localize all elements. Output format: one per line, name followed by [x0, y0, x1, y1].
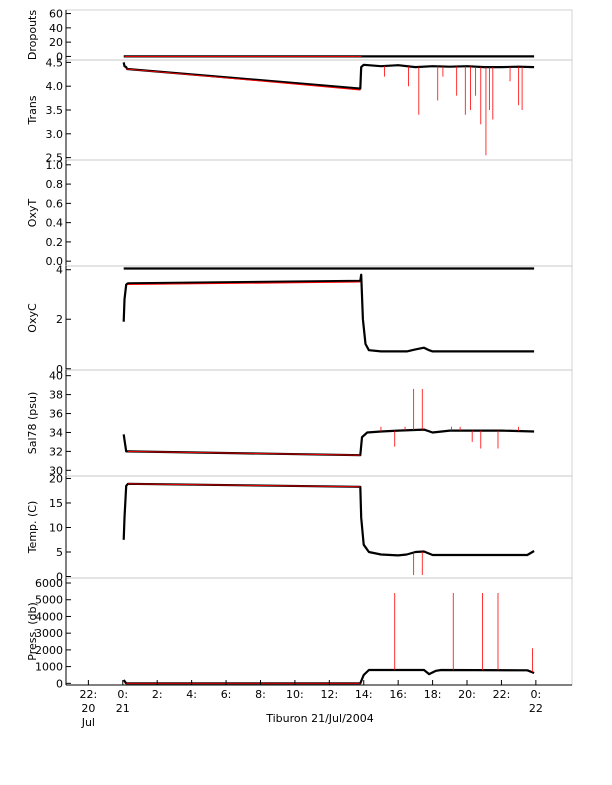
y-tick-label: 3000 [35, 627, 63, 640]
y-tick-label: 0 [56, 50, 63, 63]
y-axis-label: Trans [26, 95, 39, 125]
y-tick-label: 0.4 [46, 217, 64, 230]
x-tick-label: 12: [320, 688, 338, 701]
x-tick-label: 0: [530, 688, 541, 701]
panel-frame [65, 159, 573, 267]
y-tick-label: 15 [49, 497, 63, 510]
y-tick-label: 0.8 [46, 178, 64, 191]
x-tick-label: 4: [186, 688, 197, 701]
y-tick-label: 4.5 [46, 56, 64, 69]
panel-temp-c-: 20 15 10 5 0 Temp. (C) [26, 472, 573, 584]
x-tick-label: 14: [355, 688, 373, 701]
interpolated-line [126, 68, 361, 91]
y-tick-label: 30 [49, 464, 63, 477]
x-tick-label: 10: [286, 688, 304, 701]
interpolated-line [127, 281, 361, 286]
y-tick-label: 1.0 [46, 159, 64, 172]
panel-sal78-psu-: 40 38 36 34 32 30 Sal78 (psu) [26, 369, 573, 477]
y-axis-label: OxyC [26, 303, 39, 333]
y-axis-label: OxyT [26, 199, 39, 228]
y-tick-label: 0 [56, 363, 63, 376]
y-tick-label: 10 [49, 521, 63, 534]
chart-panels: 6040200Dropouts4.54.03.53.02.5Trans1.00.… [26, 8, 573, 690]
interpolated-line [127, 483, 361, 488]
panel-frame [65, 475, 573, 579]
interpolated-line [127, 450, 361, 456]
x-tick-label: 8: [255, 688, 266, 701]
x-tick-label: 6: [221, 688, 232, 701]
y-tick-label: 60 [49, 8, 63, 21]
y-tick-label: 5000 [35, 594, 63, 607]
y-tick-label: 40 [49, 370, 63, 383]
x-axis-title: Tiburon 21/Jul/2004 [265, 712, 374, 725]
y-tick-label: 38 [49, 389, 63, 402]
data-line [122, 482, 535, 557]
panel-trans: 4.5 4.0 3.5 3.0 2.5 Trans [26, 56, 573, 165]
y-axis-label: Press. (db) [26, 602, 39, 661]
data-line [122, 428, 535, 457]
y-tick-label: 6000 [35, 577, 63, 590]
y-tick-label: 5 [56, 546, 63, 559]
y-axis-label: Sal78 (psu) [26, 392, 39, 455]
y-tick-label: 36 [49, 408, 63, 421]
x-tick-label: 16: [389, 688, 407, 701]
y-tick-label: 4 [56, 264, 63, 277]
panel-frame [65, 59, 573, 161]
y-tick-label: 0.6 [46, 197, 64, 210]
y-tick-label: 40 [49, 22, 63, 35]
x-tick-label: 0: [117, 688, 128, 701]
panel-oxyc: 4 2 0 OxyC [26, 264, 573, 376]
y-axis-label: Temp. (C) [26, 501, 39, 555]
x-tick-label: 22 [529, 702, 543, 715]
x-tick-label: 2: [152, 688, 163, 701]
y-tick-label: 2.5 [46, 152, 64, 165]
panel-press-db-: 6000 5000 4000 3000 2000 1000 0 Press. (db) [26, 577, 573, 690]
y-tick-label: 4000 [35, 610, 63, 623]
panel-oxyt: 1.0 0.8 0.6 0.4 0.2 0.0 OxyT [26, 159, 573, 268]
y-tick-label: 0.0 [46, 255, 64, 268]
x-tick-label: 22: [80, 688, 98, 701]
x-tick-label: 18: [424, 688, 442, 701]
y-axis-label: Dropouts [26, 10, 39, 60]
y-tick-label: 0 [56, 677, 63, 690]
y-tick-label: 3.0 [46, 128, 64, 141]
y-tick-label: 0 [56, 571, 63, 584]
y-tick-label: 32 [49, 445, 63, 458]
y-tick-label: 3.5 [46, 104, 64, 117]
x-tick-label: 21 [116, 702, 130, 715]
y-tick-label: 0.2 [46, 236, 64, 249]
y-tick-label: 4.0 [46, 80, 64, 93]
data-line [122, 273, 535, 353]
y-tick-label: 34 [49, 426, 63, 439]
x-tick-label: 22: [493, 688, 511, 701]
x-tick-label: Jul [81, 716, 95, 729]
x-tick-label: 20: [458, 688, 476, 701]
y-tick-label: 1000 [35, 661, 63, 674]
panel-frame [65, 369, 573, 477]
y-tick-label: 2000 [35, 644, 63, 657]
y-tick-label: 20 [49, 36, 63, 49]
panel-frame [65, 577, 573, 686]
y-tick-label: 2 [56, 313, 63, 326]
y-tick-label: 20 [49, 472, 63, 485]
x-tick-label: 20 [81, 702, 95, 715]
panel-frame [65, 9, 573, 61]
data-line [122, 62, 535, 90]
